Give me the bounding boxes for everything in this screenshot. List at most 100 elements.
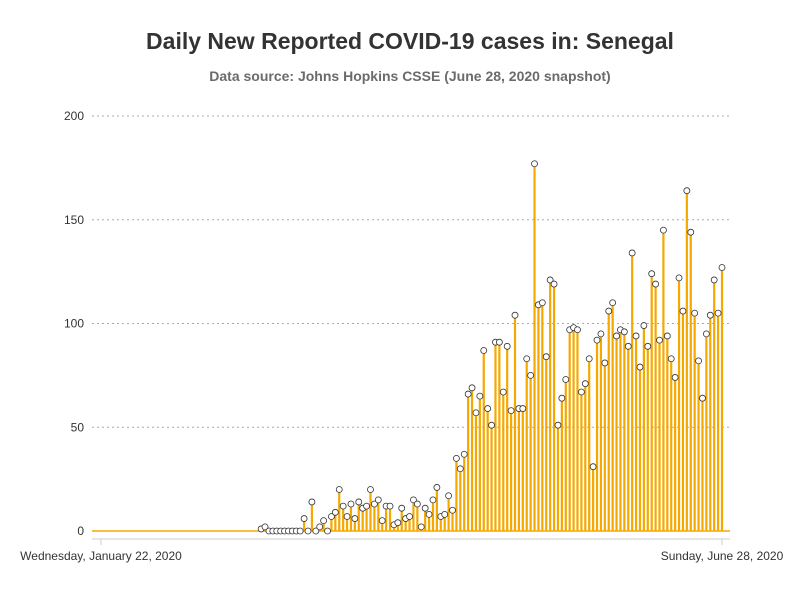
data-point-marker [527,371,535,379]
data-point-marker [601,359,609,367]
bar [537,304,540,531]
bar [412,499,415,531]
data-point-marker [480,347,488,354]
bar [529,375,532,531]
bar [607,311,610,531]
x-axis: Wednesday, January 22, 2020 Sunday, June … [20,538,784,563]
data-point-marker [343,513,351,520]
data-point-marker [425,511,433,518]
bar [506,346,509,531]
bar [619,329,622,531]
bar [541,302,544,531]
bar [564,379,567,531]
bar [404,518,407,531]
data-point-marker [378,517,386,525]
bar [603,362,606,531]
data-point-marker [304,527,312,535]
bar [408,516,411,531]
data-point-marker [652,280,660,288]
data-point-marker [593,336,601,344]
data-point-marker [613,332,620,340]
data-point-marker [503,342,511,350]
bar [631,252,634,531]
bar [576,329,579,531]
y-tick-label: 150 [64,213,84,227]
data-point-marker [609,299,617,307]
data-point-marker [624,342,632,350]
data-point-marker [620,328,628,336]
bar [634,335,638,531]
chart-title: Daily New Reported COVID-19 cases in: Se… [146,28,674,54]
bar [713,279,716,531]
data-point-marker [351,515,359,522]
bar [701,398,704,531]
data-point-marker [335,486,343,493]
bar [377,499,380,531]
data-point-marker [714,309,722,317]
data-point-marker [574,326,581,334]
chart-subtitle: Data source: Johns Hopkins CSSE (June 28… [209,68,611,84]
data-point-marker [605,307,613,315]
data-point-marker [472,409,480,417]
data-point-marker [554,421,562,429]
bar [361,508,364,531]
bar [560,398,563,531]
bar [677,277,681,531]
data-point-marker [499,388,507,396]
bar [443,514,446,531]
data-point-marker [316,523,324,531]
bar [545,356,548,531]
data-point-marker [667,355,675,363]
data-point-marker [320,517,328,525]
bar [716,313,720,531]
data-point-marker [433,484,441,491]
data-point-marker [374,496,382,504]
bar [396,522,399,531]
bar [666,335,669,531]
bar [338,489,341,531]
data-point-marker [410,496,417,504]
bar [388,506,392,531]
data-point-marker [632,332,640,340]
data-point-marker [585,355,593,363]
bar [517,408,521,531]
data-point-marker [656,336,663,344]
data-point-marker [660,226,667,234]
bar [599,333,603,531]
bar [334,512,337,531]
data-point-marker [312,527,320,535]
data-point-marker [370,500,378,508]
bar [580,391,583,531]
bar [638,367,642,531]
data-point-marker [597,330,605,338]
bar [498,342,501,531]
bar [330,516,333,531]
y-tick-label: 200 [64,109,84,123]
bar [342,506,345,531]
bar [345,516,349,531]
bar [373,504,376,531]
bar [463,454,466,531]
bar [642,325,645,531]
data-point-marker [331,508,339,516]
bar [494,342,497,531]
data-point-marker [718,264,726,271]
bar [486,408,489,531]
data-point-marker [663,332,671,340]
data-point-marker [324,527,331,535]
data-point-marker [488,421,495,429]
x-tick-label: Wednesday, January 22, 2020 [20,549,182,563]
bar [588,358,591,531]
bar [689,232,692,531]
data-point-marker [261,523,269,531]
bar [381,520,384,531]
bar [611,302,614,531]
data-point-marker [460,450,468,458]
bar [424,508,427,531]
data-point-marker [495,338,503,346]
bar [552,284,556,531]
data-point-marker [394,519,402,527]
bar [584,383,587,531]
data-point-marker [640,322,648,329]
